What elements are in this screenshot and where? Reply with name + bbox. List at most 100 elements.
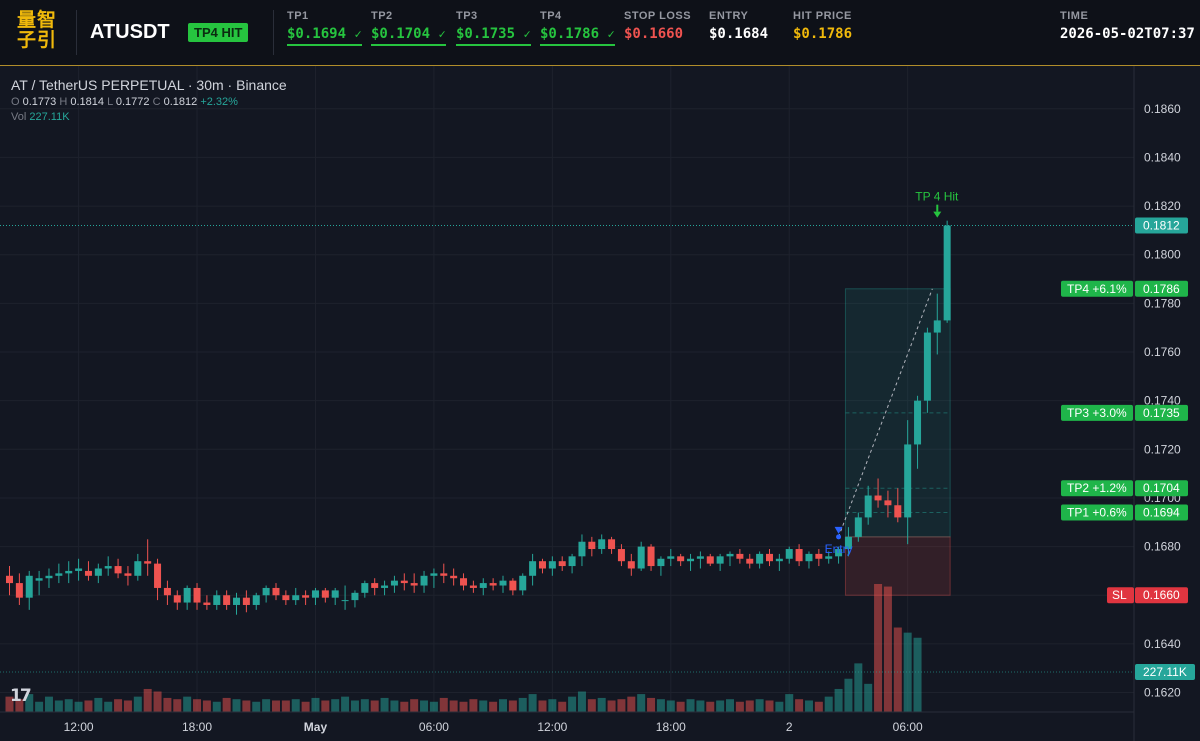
- check-icon: ✓: [354, 27, 362, 41]
- volume-bar: [94, 697, 103, 712]
- candle-body: [25, 575, 33, 598]
- time-value: 2026-05-02T07:37: [1060, 26, 1195, 42]
- volume-bar: [193, 699, 202, 712]
- volume-bar: [726, 699, 735, 712]
- volume-bar: [311, 697, 320, 712]
- tp3-price-tag: 0.1735: [1143, 406, 1180, 420]
- volume-bar: [577, 691, 586, 712]
- candle-body: [815, 553, 823, 559]
- candle-body: [627, 561, 635, 569]
- candle-body: [460, 578, 468, 586]
- volume-bar: [301, 701, 310, 712]
- volume-bar: [893, 627, 902, 712]
- candle-body: [390, 580, 398, 586]
- candle-body: [558, 561, 566, 567]
- x-tick-label: 18:00: [182, 720, 212, 734]
- candle-body: [894, 505, 902, 518]
- candle-body: [904, 444, 912, 518]
- stop-loss-field: STOP LOSS $0.1660: [624, 10, 691, 42]
- time-label: TIME: [1060, 10, 1089, 22]
- price-chart[interactable]: Entry TP 4 Hit 0.1620 0.1640 0.1660 0.1680 0.1…: [0, 66, 1200, 741]
- x-tick-label: 06:00: [419, 720, 449, 734]
- candle-body: [292, 595, 300, 601]
- volume-bar: [163, 697, 172, 712]
- candle-body: [6, 575, 13, 584]
- candle-body: [193, 587, 201, 603]
- candle-body: [499, 580, 507, 586]
- tp3-field: TP3 $0.1735 ✓: [456, 10, 531, 46]
- tp1-price-tag: 0.1694: [1143, 506, 1180, 520]
- candle-body: [163, 587, 171, 596]
- candle-body: [371, 583, 379, 588]
- tp1-label: TP1: [287, 10, 309, 22]
- volume-bar: [844, 678, 853, 712]
- candle-body: [568, 556, 576, 567]
- volume-bar: [360, 699, 369, 712]
- volume-bar: [410, 699, 419, 712]
- volume-bar: [785, 694, 794, 712]
- volume-bar: [716, 700, 725, 712]
- volume-bar: [400, 701, 409, 712]
- volume-bar: [903, 632, 912, 712]
- x-tick-label: 2: [786, 720, 793, 734]
- candle-body: [213, 595, 221, 605]
- last-price-tag: 0.1812: [1143, 219, 1180, 233]
- symbol-name: ATUSDT: [90, 21, 170, 43]
- candle-body: [114, 566, 122, 574]
- volume-bar: [420, 700, 429, 712]
- y-tick-label: 0.1800: [1144, 248, 1181, 262]
- tp4-price-tag: 0.1786: [1143, 282, 1180, 296]
- tp-label-tag: [1061, 404, 1133, 421]
- hit-price-label: HIT PRICE: [793, 10, 852, 22]
- y-tick-label: 0.1860: [1144, 102, 1181, 116]
- candle-body: [233, 597, 241, 605]
- volume-bar: [153, 691, 162, 712]
- candle-body: [262, 587, 270, 596]
- candle-body: [144, 561, 152, 564]
- candle-body: [183, 587, 191, 603]
- volume-bar: [795, 699, 804, 712]
- tp1-field: TP1 $0.1694 ✓: [287, 10, 362, 46]
- volume-bar: [489, 701, 498, 712]
- candle-body: [608, 539, 616, 550]
- volume-bar: [222, 697, 231, 712]
- hit-price-value: $0.1786: [793, 26, 853, 42]
- volume-bar: [242, 700, 251, 712]
- tp1-price-tag-tag: [1135, 504, 1188, 521]
- signal-header: 量智 子引 ATUSDT TP4 HIT TP1 $0.1694 ✓ TP2 $0…: [0, 0, 1200, 66]
- tp3-label: TP3: [456, 10, 478, 22]
- hit-price-field: HIT PRICE $0.1786: [793, 10, 852, 42]
- tp1-label: TP1 +0.6%: [1067, 506, 1127, 520]
- candle-body: [657, 558, 665, 567]
- tp3-value: $0.1735 ✓: [456, 26, 531, 46]
- candle-body: [538, 561, 546, 569]
- volume-bar: [271, 700, 280, 712]
- volume-bar: [104, 701, 113, 712]
- candle-body: [756, 553, 764, 564]
- volume-bar: [814, 701, 823, 712]
- trade-path-line: [838, 288, 933, 538]
- y-tick-label: 0.1840: [1144, 150, 1181, 164]
- candle-body: [410, 583, 418, 586]
- candle-body: [154, 563, 162, 588]
- volume-bar: [508, 700, 517, 712]
- volume-bar: [5, 696, 14, 712]
- tp4-price-tag-tag: [1135, 280, 1188, 297]
- candle-body: [203, 602, 211, 605]
- volume-bar: [114, 699, 123, 712]
- candle-body: [351, 592, 359, 601]
- volume-bar: [627, 696, 636, 712]
- candle-body: [765, 553, 773, 562]
- volume-bar: [281, 700, 290, 712]
- x-tick-label: May: [304, 720, 328, 734]
- candle-body: [15, 583, 23, 598]
- y-tick-label: 0.1620: [1144, 686, 1181, 700]
- y-tick-label: 0.1640: [1144, 637, 1181, 651]
- candle-body: [637, 546, 645, 569]
- volume-bar: [735, 701, 744, 712]
- volume-bar: [350, 700, 359, 712]
- sl-label-tag: [1107, 587, 1134, 604]
- candle-body: [884, 500, 892, 506]
- tp4-label: TP4: [540, 10, 562, 22]
- candle-body: [617, 549, 625, 562]
